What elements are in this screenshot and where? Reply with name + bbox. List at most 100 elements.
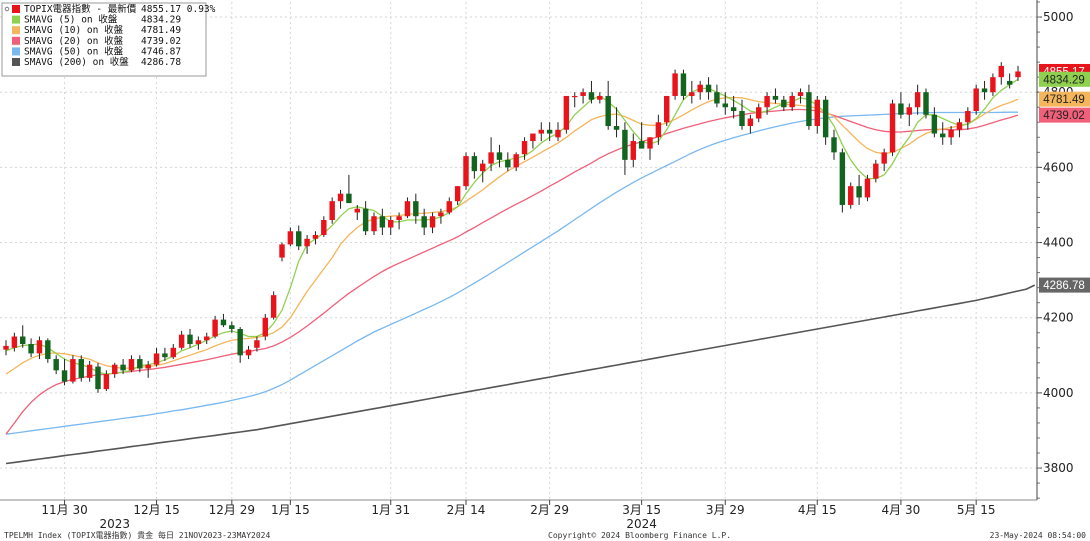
candle-body (362, 208, 369, 232)
candle-body (914, 92, 921, 108)
candle-body (488, 152, 494, 164)
candle-body (739, 110, 745, 127)
candle-body (120, 364, 126, 371)
candle-body (404, 201, 411, 217)
candle (772, 88, 779, 104)
candle (20, 325, 26, 348)
candle-body (429, 216, 436, 228)
candle (622, 122, 628, 175)
candle (873, 159, 879, 183)
x-tick-label: 5月 15 (957, 503, 996, 517)
candle (697, 80, 703, 100)
candle-body (446, 201, 452, 213)
candle (889, 99, 896, 157)
ma10-line (5, 96, 1019, 375)
candle (103, 370, 110, 392)
last-value-tag: 4834.29 (1039, 71, 1090, 87)
last-value-tag: 4739.02 (1039, 107, 1090, 123)
candle (756, 103, 762, 123)
x-tick-label: 4月 30 (882, 503, 921, 517)
candle-body (463, 156, 469, 187)
candle (940, 122, 946, 145)
y-tick-label: 4200 (1043, 311, 1074, 325)
candle (864, 174, 871, 202)
candle (321, 216, 327, 237)
candle-body (346, 193, 352, 204)
candle-body (153, 353, 160, 365)
candle (212, 315, 218, 339)
x-tick-label: 2月 29 (530, 503, 569, 517)
x-tick-label: 4月 15 (798, 503, 837, 517)
candle-body (814, 99, 820, 127)
candle-body (3, 345, 9, 350)
candle-body (178, 334, 185, 348)
candle (379, 208, 386, 236)
legend-entry: SMAVG (50) on 收盤 4746.87 (12, 45, 181, 57)
candle-body (245, 349, 252, 356)
candle-body (530, 133, 536, 142)
candle-body (413, 201, 419, 217)
candle (588, 80, 595, 104)
candle-body (329, 201, 335, 220)
candle (973, 84, 979, 115)
candle-body (36, 340, 43, 354)
candle (981, 80, 988, 100)
legend-entry: SMAVG (20) on 收盤 4739.02 (12, 35, 181, 47)
candle (413, 193, 419, 224)
footer-left: TPELMH Index (TOPIX電器指數) 貴金 每日 21NOV2023… (4, 530, 270, 540)
candle-body (689, 92, 695, 96)
candle (204, 332, 210, 345)
candle-body (873, 163, 879, 179)
candle-body (772, 95, 779, 100)
candle (906, 103, 912, 127)
legend-value: 4855.17 0.93% (141, 4, 216, 15)
candle (597, 92, 603, 104)
candle (287, 227, 294, 247)
legend-swatch (12, 15, 20, 24)
candle (638, 122, 645, 149)
candle (195, 336, 202, 350)
candle (262, 313, 268, 341)
candle-body (956, 122, 963, 130)
candle-body (714, 92, 720, 104)
x-year-label: 2024 (626, 517, 657, 531)
candle-body (45, 340, 51, 360)
candle (304, 235, 310, 254)
candle (220, 313, 227, 328)
candle-body (304, 238, 310, 247)
last-value-tag: 4781.49 (1039, 91, 1090, 107)
footer-right: 23-May-2024 08:54:00 (990, 531, 1087, 540)
candle (61, 359, 68, 386)
candle-body (940, 133, 946, 138)
candle (312, 231, 319, 245)
candle-body (103, 374, 110, 390)
legend-box (1, 2, 207, 77)
candle-body (204, 336, 210, 341)
tag-background (1039, 107, 1090, 123)
tag-label: 4739.02 (1043, 110, 1085, 122)
candle (162, 347, 168, 361)
candle (120, 359, 126, 375)
candle (848, 182, 854, 209)
legend-value: 4739.02 (141, 36, 181, 47)
last-value-tag: 4286.78 (1039, 277, 1090, 293)
candle (496, 144, 503, 168)
candle-body (822, 99, 829, 138)
legend-value: 4834.29 (141, 15, 181, 26)
candle (371, 212, 377, 236)
legend-label: SMAVG (200) on 收盤 (24, 56, 129, 68)
candle (3, 340, 9, 356)
legend-label: SMAVG (20) on 收盤 (24, 35, 124, 47)
candle (839, 148, 846, 213)
candle (923, 88, 929, 119)
candle-body (496, 152, 503, 160)
candle-body (622, 129, 628, 160)
candle (831, 129, 837, 160)
candle (555, 122, 561, 142)
legend-swatch (12, 47, 20, 56)
candle-body (605, 95, 611, 127)
x-tick-label: 12月 29 (209, 503, 255, 517)
candle (613, 107, 620, 138)
ma5-line (5, 78, 1019, 375)
x-tick-label: 11月 30 (41, 503, 87, 517)
